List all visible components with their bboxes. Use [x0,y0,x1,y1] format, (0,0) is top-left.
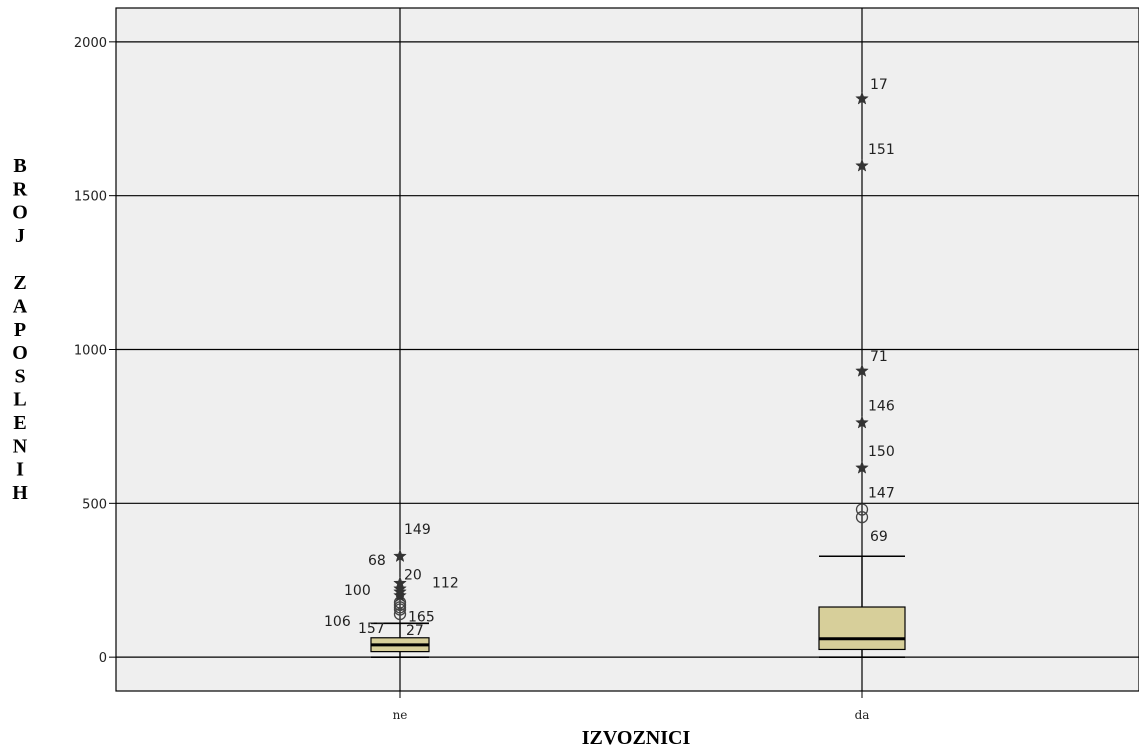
outlier-circle [855,511,869,524]
outlier-label: 151 [868,142,895,158]
outlier-label: 149 [404,522,431,538]
outlier-star [855,158,869,172]
y-axis-title-letter: J [15,225,25,247]
y-tick-label: 500 [82,497,107,512]
outlier-circle [855,503,869,516]
outlier-label: 100 [344,583,371,599]
outlier-label: 17 [870,77,888,93]
outlier-label: 150 [868,444,895,460]
y-tick-label: 1000 [74,344,107,359]
y-axis-title-letter: N [13,435,28,457]
x-tick-label: da [855,708,870,722]
outlier-label: 106 [324,614,351,630]
outlier-label: 20 [404,567,422,583]
outlier-star [855,460,869,474]
outlier-label: 68 [368,553,386,569]
y-axis-title-letter: R [13,178,28,200]
x-tick-label: ne [393,708,408,722]
outlier-label: 71 [870,349,888,365]
box-series [370,555,906,658]
y-tick-label: 2000 [74,36,107,51]
outlier-series: 106 165 100 112 20 149 69 147 150 146 71 151 17 68 157… [324,77,895,639]
x-axis-title: IZVOZNICI [582,727,691,749]
y-axis-title-letter: B [13,155,26,177]
y-axis: 0 500 1000 1500 2000 [74,36,116,666]
x-axis: ne da [393,691,870,722]
outlier-star [855,91,869,105]
outlier-label: 147 [868,485,895,501]
y-tick-label: 1500 [74,190,107,205]
y-axis-title-letter: E [13,412,26,434]
y-axis-title-letter: I [16,459,24,481]
box-iqr [818,606,906,651]
outlier-star [393,576,407,590]
outlier-label: 165 [408,609,435,625]
outlier-label: 112 [432,576,459,592]
outlier-label: 69 [870,529,888,545]
y-axis-title-letter: H [12,482,28,504]
y-axis-title-letter: S [14,365,25,387]
y-tick-label: 0 [99,651,107,666]
outlier-circle [393,607,407,621]
y-axis-title-letter: O [12,202,28,224]
outlier-star [393,549,407,563]
outlier-star [393,581,407,595]
outlier-label: 157 [358,621,385,637]
outlier-star [855,363,869,377]
y-axis-title-letter: A [13,296,28,318]
y-axis-title-letter: O [12,342,28,364]
outlier-star [393,588,407,602]
outlier-label: 27 [406,623,424,639]
outlier-label: 146 [868,399,895,415]
y-axis-title-letter: L [13,389,26,411]
outlier-star [855,415,869,429]
y-axis-title-letter: P [14,319,26,341]
y-axis-title-letter: Z [13,272,26,294]
